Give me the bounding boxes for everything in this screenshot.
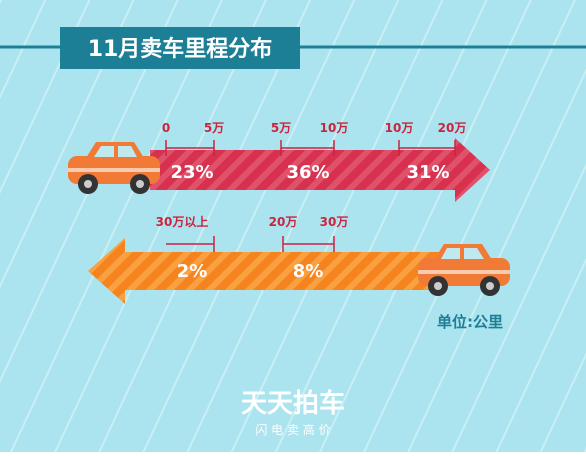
range-label: 30万以上 (156, 214, 209, 229)
bracket (165, 140, 456, 156)
range-label: 30万 (320, 215, 349, 229)
slogan: 闪 电 卖 高 价 (255, 422, 330, 437)
range-label: 5万 (204, 121, 224, 135)
range-label: 20万 (438, 121, 467, 135)
top-arrow (150, 138, 490, 202)
title: 11月卖车里程分布 (88, 36, 273, 62)
share: 31% (406, 162, 449, 183)
range-label: 0 (162, 121, 170, 135)
range-label: 20万 (269, 215, 298, 229)
bottom-arrow (88, 238, 445, 304)
share: 8% (293, 261, 324, 282)
title-banner (60, 27, 300, 69)
range-label: 10万 (385, 121, 414, 135)
range-label: 5万 (271, 121, 291, 135)
share: 23% (170, 162, 213, 183)
share: 2% (177, 261, 208, 282)
logo: 天天拍车 (241, 388, 345, 419)
range-label: 10万 (320, 121, 349, 135)
bracket (166, 236, 335, 252)
share: 36% (286, 162, 329, 183)
unit: 单位:公里 (437, 313, 503, 331)
